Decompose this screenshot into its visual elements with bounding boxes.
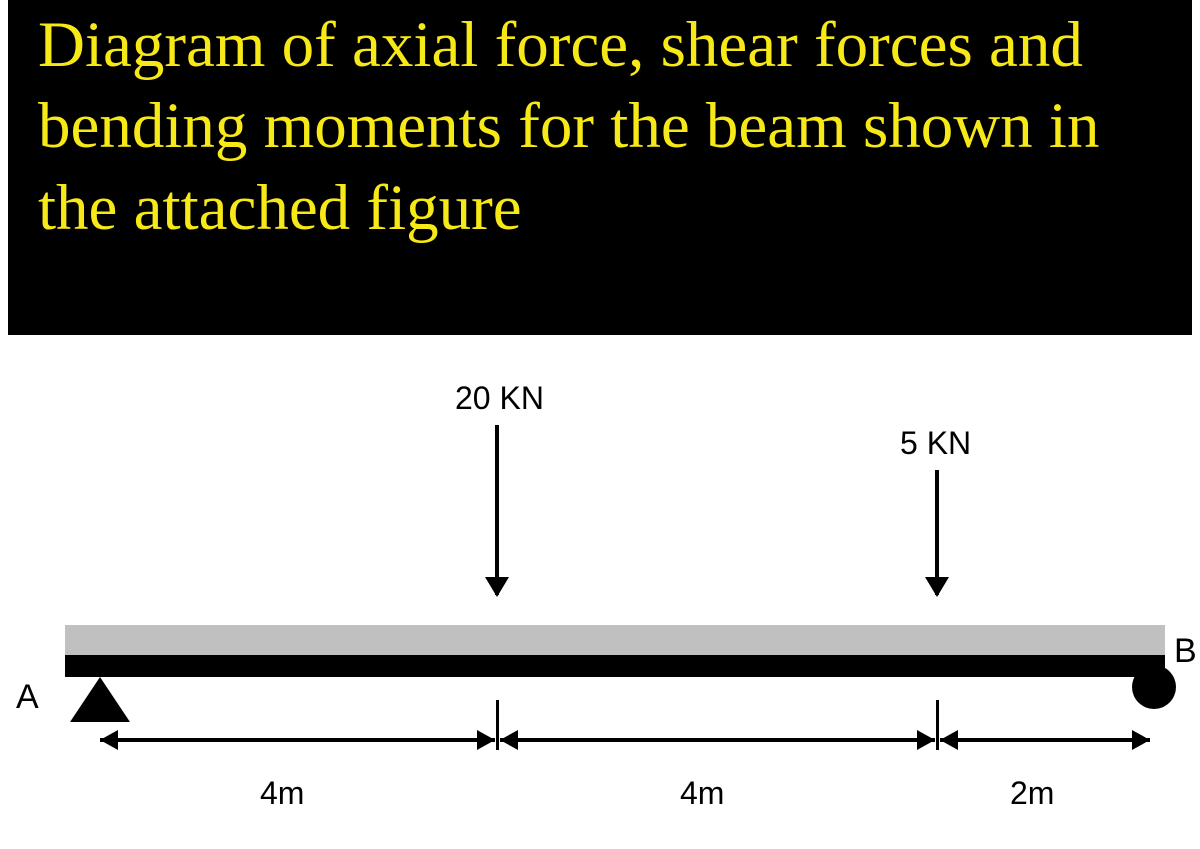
dim-arrow-2 — [500, 738, 935, 742]
force-arrow-1 — [495, 425, 499, 595]
dim-label-1: 4m — [260, 775, 304, 812]
dim-tick-1 — [496, 700, 499, 750]
dim-label-3: 2m — [1010, 775, 1054, 812]
support-pin-a — [70, 677, 130, 722]
force-label-1: 20 KN — [455, 380, 544, 417]
dim-label-2: 4m — [680, 775, 724, 812]
beam-diagram: 20 KN 5 KN A B 4m 4m 2m — [0, 380, 1200, 840]
dim-arrow-3 — [940, 738, 1150, 742]
support-label-a: A — [16, 678, 39, 717]
dim-arrow-1 — [100, 738, 495, 742]
beam-gray — [65, 625, 1165, 655]
beam-black — [65, 655, 1165, 677]
support-roller-b — [1132, 665, 1176, 709]
support-label-b: B — [1174, 632, 1197, 671]
force-arrow-2 — [935, 470, 939, 595]
title-block: Diagram of axial force, shear forces and… — [8, 0, 1192, 335]
dim-tick-2 — [936, 700, 939, 750]
force-label-2: 5 KN — [900, 425, 971, 462]
title-text: Diagram of axial force, shear forces and… — [38, 5, 1162, 249]
